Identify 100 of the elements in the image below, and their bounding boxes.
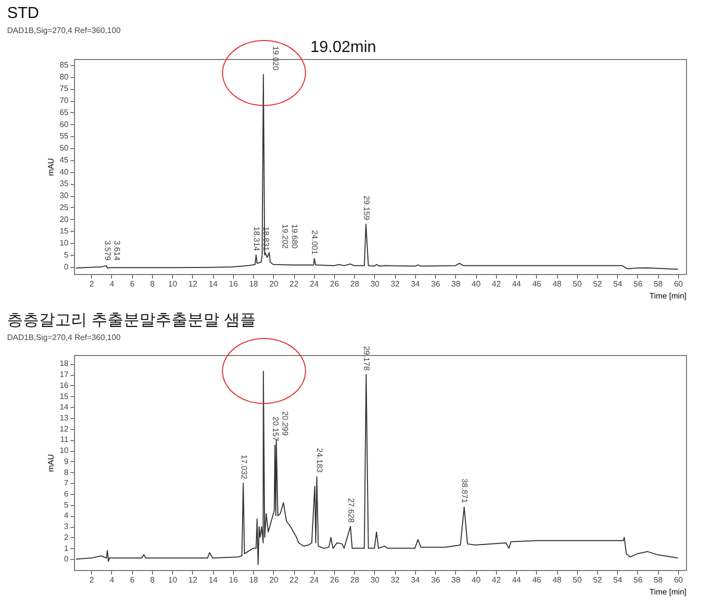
y-tick-label: 9 — [64, 456, 70, 466]
annotation: 27.628 — [346, 498, 356, 524]
y-tick-label: 5 — [64, 500, 70, 510]
chart-title: STD — [7, 5, 40, 22]
x-tick-label: 30 — [370, 280, 380, 288]
y-tick-label: 17 — [60, 370, 70, 380]
annotation: 29.159 — [362, 196, 371, 221]
y-tick-label: 2 — [64, 532, 70, 542]
x-tick-label: 16 — [228, 280, 238, 288]
x-tick-label: 8 — [150, 576, 156, 584]
y-tick-label: 35 — [60, 179, 70, 188]
x-tick-label: 20 — [269, 576, 279, 584]
y-tick-label: 16 — [60, 380, 70, 390]
x-tick-label: 14 — [208, 280, 218, 288]
y-tick-label: 0 — [64, 262, 70, 272]
x-tick-label: 32 — [390, 576, 400, 584]
y-tick-label: 50 — [60, 144, 70, 153]
annotation: 18.314 — [252, 226, 262, 252]
x-tick-label: 60 — [674, 576, 684, 584]
y-tick-label: 18 — [60, 359, 70, 368]
y-tick-label: 30 — [60, 191, 70, 200]
x-tick-label: 50 — [572, 280, 582, 288]
y-tick-label: 80 — [60, 72, 70, 82]
x-tick-label: 54 — [613, 280, 623, 288]
x-tick-label: 56 — [633, 576, 643, 584]
y-tick-label: 3 — [64, 522, 70, 532]
x-tick-label: 42 — [492, 280, 502, 288]
y-tick-label: 12 — [60, 424, 70, 434]
y-tick-label: 15 — [60, 392, 70, 401]
x-tick-label: 14 — [208, 576, 218, 584]
x-tick-label: 52 — [593, 576, 602, 584]
x-tick-label: 44 — [512, 576, 522, 584]
text: 19.02min — [310, 39, 376, 56]
x-tick-label: 2 — [89, 280, 94, 288]
x-tick-label: 28 — [350, 280, 360, 288]
y-tick-label: 0 — [64, 554, 70, 564]
annotation: 18.831 — [262, 226, 271, 252]
x-tick-label: 26 — [330, 280, 340, 288]
x-tick-label: 58 — [654, 576, 664, 584]
chart-subtitle: DAD1B,Sig=270,4 Ref=360,100 — [7, 333, 122, 342]
x-tick-label: 52 — [593, 280, 602, 288]
x-tick-label: 58 — [654, 280, 664, 288]
x-tick-label: 50 — [572, 576, 582, 584]
x-tick-label: 34 — [410, 280, 420, 288]
y-tick-label: 60 — [60, 120, 70, 129]
y-tick-label: 1 — [64, 544, 70, 553]
y-tick-label: 65 — [60, 108, 70, 117]
y-axis-title: mAU — [46, 454, 56, 472]
x-tick-label: 16 — [228, 576, 238, 584]
annotation: 38.871 — [460, 478, 470, 504]
x-tick-label: 2 — [89, 576, 94, 584]
annotation: 20.157 — [270, 416, 280, 442]
x-tick-label: 32 — [390, 280, 400, 288]
annotation: 3.614 — [112, 240, 122, 262]
y-tick-label: 40 — [60, 167, 70, 176]
x-tick-label: 10 — [168, 576, 178, 584]
x-tick-label: 6 — [130, 576, 135, 584]
y-tick-label: 70 — [60, 96, 70, 106]
y-tick-label: 45 — [60, 155, 70, 164]
line-series — [76, 370, 678, 566]
x-tick-label: 46 — [532, 576, 542, 584]
annotation: 29.178 — [362, 346, 372, 372]
x-tick-label: 4 — [110, 576, 115, 584]
x-tick-label: 48 — [552, 280, 562, 288]
line-series — [76, 74, 678, 270]
x-tick-label: 18 — [249, 576, 259, 584]
y-tick-label: 8 — [64, 468, 70, 477]
annotation: 24.183 — [314, 448, 324, 474]
y-tick-label: 85 — [60, 60, 70, 70]
annotation: 19.020 — [271, 46, 280, 71]
annotation: 19.202 — [280, 224, 290, 250]
annotation: 3.579 — [103, 240, 112, 262]
x-tick-label: 36 — [431, 280, 441, 288]
y-tick-label: 55 — [60, 132, 70, 141]
y-tick-label: 11 — [60, 435, 70, 444]
x-tick-label: 6 — [130, 280, 135, 288]
annotation: 19.680 — [290, 224, 300, 250]
x-tick-label: 28 — [350, 576, 360, 584]
x-tick-label: 26 — [330, 576, 340, 584]
x-tick-label: 4 — [110, 280, 115, 288]
y-tick-label: 20 — [60, 214, 70, 224]
x-axis-title: Time [min] — [649, 292, 686, 300]
y-tick-label: 25 — [60, 202, 70, 212]
y-axis-title: mAU — [46, 158, 56, 176]
x-tick-label: 30 — [370, 576, 380, 584]
x-tick-label: 42 — [492, 576, 502, 584]
x-tick-label: 36 — [431, 576, 441, 584]
x-axis-title: Time [min] — [649, 588, 686, 596]
chart-subtitle: DAD1B,Sig=270,4 Ref=360,100 — [7, 26, 122, 35]
y-tick-label: 5 — [64, 250, 70, 260]
x-tick-label: 54 — [613, 576, 623, 584]
annotation: 24.001 — [310, 230, 319, 256]
annotation: 17.032 — [239, 454, 248, 480]
y-tick-label: 13 — [60, 413, 70, 422]
x-tick-label: 56 — [633, 280, 643, 288]
x-tick-label: 12 — [188, 576, 198, 584]
chart-title: 층층갈고리 추출분말추출분말 샘플 — [7, 312, 256, 330]
y-tick-label: 7 — [64, 478, 70, 488]
x-tick-label: 40 — [472, 576, 482, 584]
x-tick-label: 20 — [269, 280, 279, 288]
